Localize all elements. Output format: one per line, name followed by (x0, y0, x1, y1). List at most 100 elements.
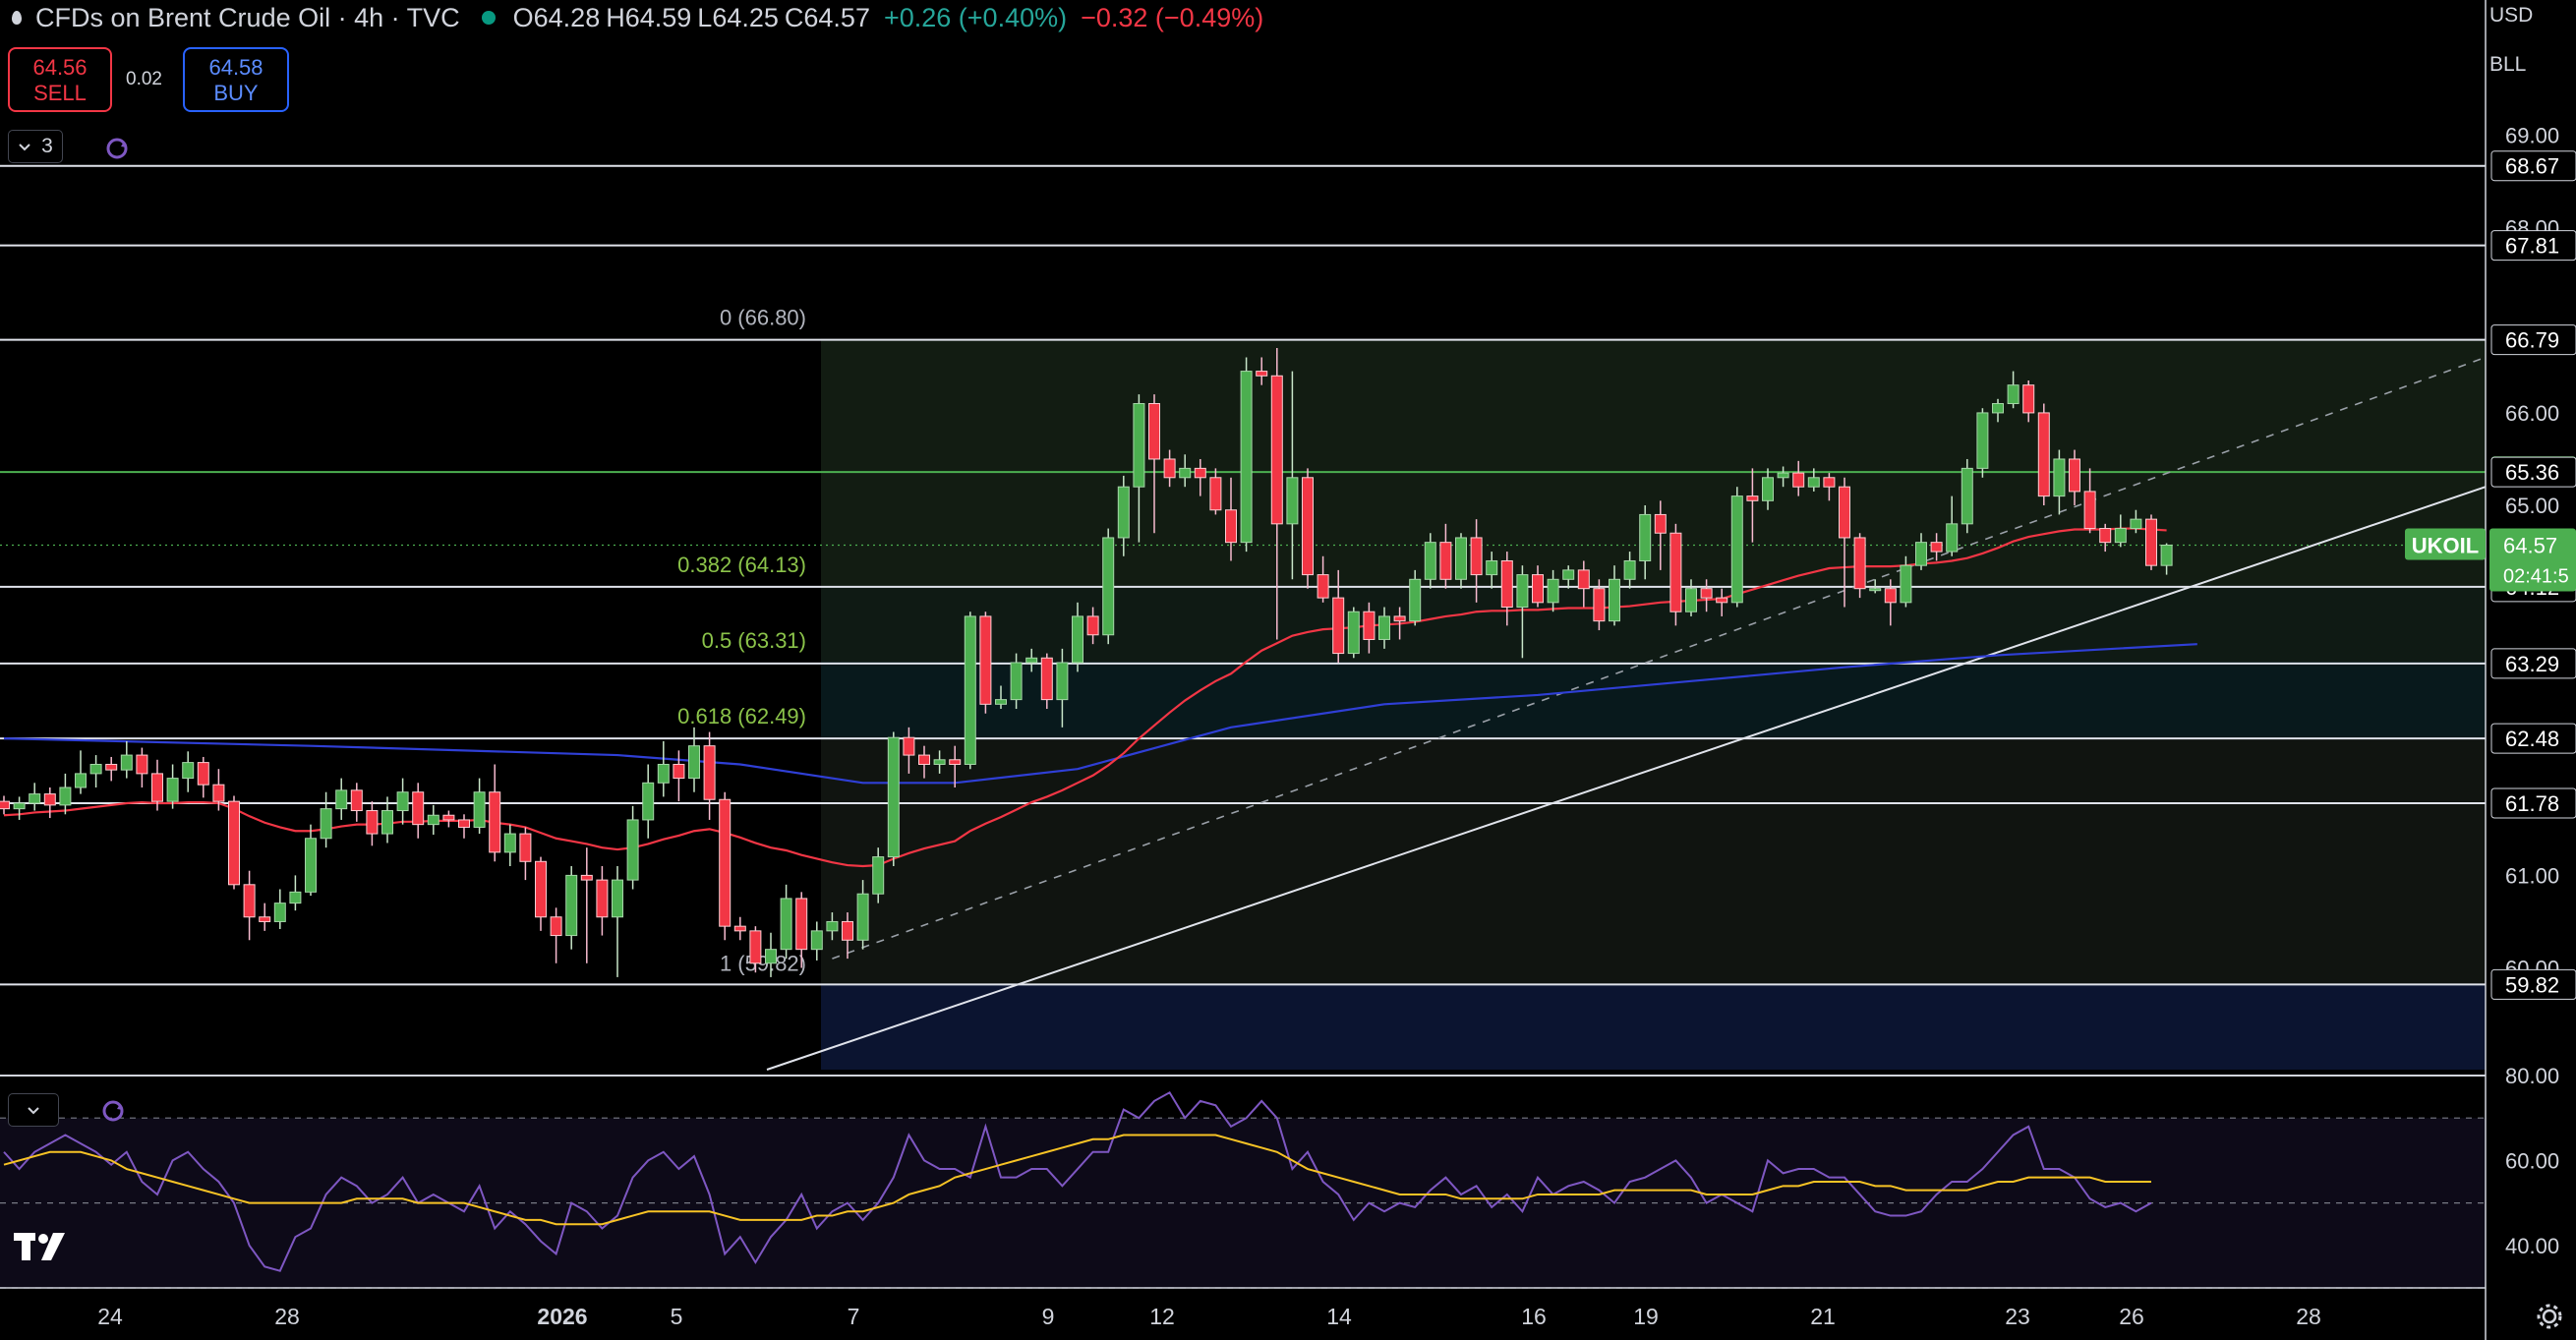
candle-body (120, 754, 133, 771)
gear-icon[interactable] (2535, 1302, 2564, 1331)
candle (75, 750, 87, 794)
candle-body (1347, 611, 1360, 655)
candle (427, 804, 439, 835)
candle-body (366, 810, 379, 835)
candle-body (642, 782, 655, 821)
sync-icon[interactable] (98, 1096, 128, 1126)
candle (949, 745, 962, 788)
candle-body (979, 615, 992, 705)
candle (182, 751, 195, 792)
time-axis-tick: 24 (97, 1304, 123, 1329)
candle (2053, 449, 2066, 515)
candle-body (1900, 564, 1912, 604)
candle-body (1869, 588, 1882, 592)
candle (1976, 408, 1989, 478)
candle-body (2145, 518, 2157, 566)
candle-body (243, 884, 256, 918)
candle (503, 824, 516, 866)
ohlc-open: O64.28 (512, 2, 601, 32)
indicators-count: 3 (41, 135, 53, 157)
symbol-title[interactable]: CFDs on Brent Crude Oil · 4h · TVC (35, 2, 460, 32)
price-axis-label-text: 61.78 (2505, 791, 2559, 816)
candle (657, 740, 670, 797)
candle-body (565, 874, 578, 937)
candle-body (795, 898, 808, 951)
indicators-toggle-button[interactable]: 3 (8, 130, 63, 163)
trend-line-dashed[interactable] (832, 356, 2487, 960)
candle (918, 745, 930, 779)
price-axis-tick: 66.00 (2505, 401, 2559, 426)
sell-button[interactable]: 64.56 SELL (8, 47, 112, 112)
buy-button[interactable]: 64.58 BUY (183, 47, 289, 112)
candle (2099, 523, 2112, 553)
candle (1086, 607, 1099, 645)
candle (350, 783, 363, 822)
candle-body (1363, 611, 1376, 640)
candle (458, 814, 470, 839)
candle (1853, 533, 1866, 599)
tradingview-logo[interactable] (14, 1229, 79, 1274)
candle (2114, 514, 2127, 548)
candle (105, 756, 118, 782)
candle (381, 796, 393, 844)
candle (1179, 454, 1192, 488)
candle-body (489, 791, 501, 853)
candle-body (657, 763, 670, 784)
candle (136, 747, 148, 788)
unit-label[interactable]: BLL (2489, 53, 2527, 76)
fib-zone (821, 737, 2486, 985)
price-axis-label (2490, 324, 2576, 356)
candle (826, 912, 839, 941)
candle (2130, 509, 2142, 534)
candle-body (458, 819, 470, 828)
candle (1685, 579, 1697, 616)
symbol-header[interactable]: CFDs on Brent Crude Oil · 4h · TVC O64.2… (0, 0, 1263, 35)
currency-label[interactable]: USD (2489, 4, 2534, 27)
rsi-toggle-button[interactable] (8, 1093, 59, 1127)
market-status-icon (481, 11, 496, 25)
candle-body (1746, 495, 1759, 501)
candle-body (1577, 569, 1590, 590)
fib-level-label: 0 (66.80) (720, 306, 806, 330)
candle-body (1117, 486, 1130, 539)
candle-body (1072, 615, 1083, 664)
candle-body (1500, 559, 1513, 609)
candle (1639, 505, 1652, 580)
candle (903, 727, 915, 774)
candle-body (1332, 597, 1345, 655)
candle-body (1256, 371, 1268, 377)
time-axis-tick: 14 (1326, 1304, 1352, 1329)
time-axis-tick: 26 (2119, 1304, 2144, 1329)
price-axis-label (2490, 150, 2576, 182)
candle (995, 685, 1007, 710)
candle-body (596, 879, 609, 918)
candle-body (1133, 403, 1145, 488)
trend-line[interactable] (766, 486, 2487, 1071)
candle (320, 791, 332, 848)
candle (550, 907, 562, 963)
ohlc-high: H64.59 (606, 2, 692, 32)
candle-body (1393, 615, 1406, 622)
symbol-tag-text: UKOIL (2412, 533, 2479, 557)
candle (1209, 468, 1222, 515)
candle-body (13, 802, 26, 810)
candle-body (1961, 467, 1973, 525)
candle (1163, 449, 1176, 488)
fib-zone (821, 984, 2486, 1070)
candle-body (1056, 662, 1069, 701)
candle-body (1777, 472, 1789, 479)
price-change: +0.26 (+0.40%) (883, 2, 1068, 32)
candle (1577, 560, 1590, 608)
candle (1455, 533, 1467, 589)
candle (765, 932, 777, 977)
candle-body (427, 814, 439, 826)
candle-body (1532, 574, 1544, 604)
fib-zone (821, 338, 2486, 586)
candle (964, 612, 976, 770)
sync-icon[interactable] (102, 134, 132, 163)
candle (1286, 371, 1299, 580)
candle-body (29, 793, 41, 804)
candle-body (2053, 458, 2066, 497)
candle (335, 778, 348, 820)
